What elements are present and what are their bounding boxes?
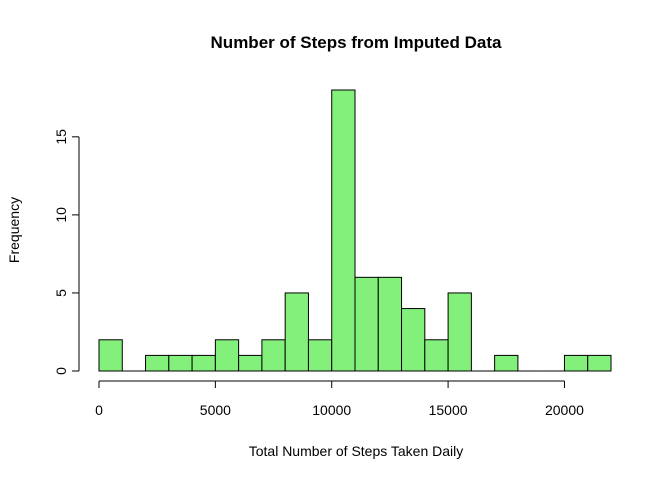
x-tick-label: 10000 — [312, 402, 351, 418]
chart-title: Number of Steps from Imputed Data — [211, 33, 502, 52]
y-tick-label: 15 — [53, 129, 69, 145]
histogram-bar — [447, 292, 472, 372]
histogram-bar — [238, 354, 263, 372]
histogram-bar — [284, 292, 309, 372]
y-tick-label: 5 — [53, 289, 69, 297]
histogram-bar — [587, 354, 612, 372]
y-axis-title: Frequency — [6, 197, 22, 263]
y-tick-label: 10 — [53, 207, 69, 223]
histogram-bar — [377, 276, 403, 372]
histogram-bar — [401, 308, 426, 372]
histogram-bar — [354, 276, 379, 372]
y-tick-label: 0 — [53, 367, 69, 375]
histogram-bar — [563, 354, 589, 372]
histogram-bar — [494, 354, 519, 372]
x-axis: 0 5000 10000 15000 20000 — [95, 380, 584, 418]
histogram-bar — [307, 339, 333, 372]
histogram-bar — [145, 354, 170, 372]
histogram-bar — [424, 339, 449, 372]
y-axis: 0 5 10 15 — [53, 129, 80, 375]
x-tick-label: 5000 — [200, 402, 231, 418]
bars-group — [98, 89, 612, 372]
histogram-bar — [214, 339, 240, 372]
histogram-bar — [191, 354, 216, 372]
x-tick-label: 20000 — [545, 402, 584, 418]
histogram-bar — [98, 339, 123, 372]
histogram-bar — [331, 89, 356, 372]
x-tick-label: 15000 — [429, 402, 468, 418]
x-axis-title: Total Number of Steps Taken Daily — [249, 443, 464, 459]
histogram-bar — [168, 354, 193, 372]
histogram-bar — [261, 339, 286, 372]
x-tick-label: 0 — [95, 402, 103, 418]
